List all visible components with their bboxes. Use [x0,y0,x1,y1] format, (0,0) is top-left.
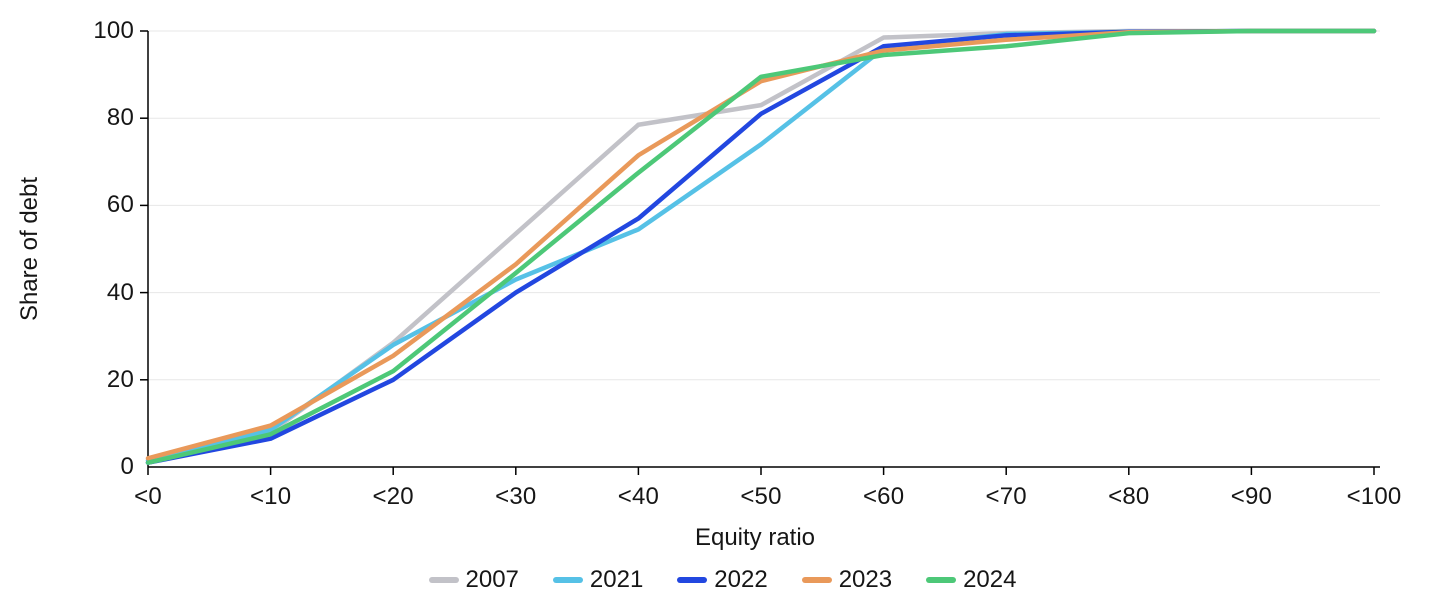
legend-label-2021: 2021 [589,566,644,593]
legend-label-2007: 2007 [465,566,519,593]
x-axis-title: Equity ratio [694,524,816,551]
x-tick-label-4: <40 [617,483,660,510]
y-tick-label-60: 60 [106,191,134,219]
series-line-2022 [145,28,1377,465]
x-tick-label-7: <70 [985,483,1027,510]
x-tick-label-10: <100 [1346,483,1402,510]
x-tick-label-9: <90 [1230,483,1273,510]
legend-label-2024: 2024 [963,566,1017,593]
series-line-2021 [145,28,1377,463]
series-line-2007 [145,28,1377,465]
y-tick-label-40: 40 [106,278,134,306]
legend-item-2007: 2007 [428,566,519,594]
x-tick-label-5: <50 [740,483,782,510]
legend-item-2021: 2021 [552,566,644,594]
y-tick-label-80: 80 [106,104,134,132]
x-tick-label-2: <20 [372,483,414,510]
legend-item-2024: 2024 [926,566,1016,594]
legend-label-2023: 2023 [838,566,893,593]
x-tick-label-1: <10 [249,483,292,510]
legend: 2007 2021 2022 2023 2024 [0,566,1445,594]
y-tick-label-0: 0 [120,453,134,480]
legend-swatch-2023 [801,577,832,583]
legend-swatch-2024 [926,577,957,583]
legend-swatch-2007 [428,577,459,583]
y-tick-label-20: 20 [106,365,134,393]
y-tick-label-100: 100 [93,17,134,44]
legend-item-2023: 2023 [801,566,893,594]
legend-label-2022: 2022 [714,566,768,593]
series-line-2023 [145,28,1377,461]
y-axis-title: Share of debt [16,176,43,322]
legend-swatch-2022 [677,577,708,583]
x-tick-label-0: <0 [134,483,162,510]
x-tick-label-3: <30 [495,483,537,510]
x-tick-label-8: <80 [1108,483,1150,510]
series-line-2024 [145,28,1377,465]
x-tick-label-6: <60 [862,483,905,510]
legend-swatch-2021 [552,577,583,583]
legend-item-2022: 2022 [677,566,768,594]
